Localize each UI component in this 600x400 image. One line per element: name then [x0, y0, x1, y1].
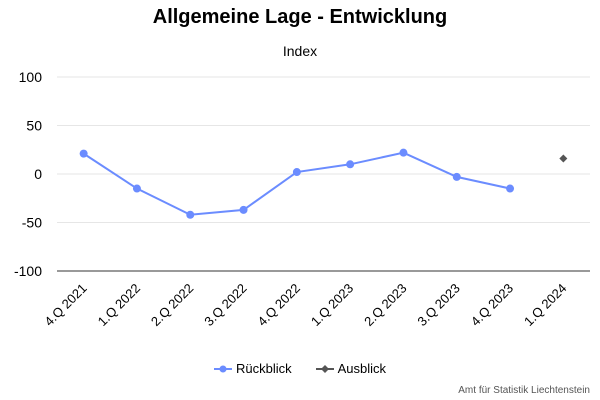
- data-point[interactable]: [452, 172, 461, 181]
- x-tick-label: 4.Q 2021: [41, 281, 89, 329]
- legend-label: Ausblick: [337, 361, 387, 376]
- x-tick-label: 2.Q 2022: [148, 281, 196, 329]
- chart-subtitle: Index: [282, 43, 318, 59]
- data-point[interactable]: [292, 168, 301, 177]
- series-layer: [79, 148, 568, 219]
- data-point[interactable]: [506, 184, 515, 193]
- x-axis-ticks: 4.Q 2021 1.Q 2022 2.Q 2022 3.Q 2022 4.Q 2022…: [41, 281, 569, 329]
- legend: Rückblick Ausblick: [0, 361, 600, 376]
- circle-marker-icon: [213, 365, 232, 372]
- x-tick-label: 4.Q 2022: [255, 281, 303, 329]
- y-tick-label: 100: [19, 69, 43, 85]
- grid-lines: [57, 76, 590, 272]
- data-point[interactable]: [132, 184, 141, 193]
- data-point[interactable]: [79, 149, 88, 158]
- x-tick-label: 3.Q 2023: [414, 281, 462, 329]
- data-point[interactable]: [399, 148, 408, 157]
- x-tick-label: 1.Q 2022: [95, 281, 143, 329]
- y-tick-label: -50: [22, 215, 42, 231]
- y-axis-ticks: 100 50 0 -50 -100: [14, 69, 42, 279]
- x-tick-label: 1.Q 2024: [521, 281, 569, 329]
- legend-label: Rückblick: [235, 361, 292, 376]
- diamond-marker-icon: [315, 364, 334, 373]
- x-tick-label: 4.Q 2023: [468, 281, 516, 329]
- y-tick-label: 0: [34, 166, 42, 182]
- series-1: [559, 154, 568, 163]
- data-point[interactable]: [239, 205, 248, 214]
- data-point[interactable]: [346, 160, 355, 169]
- series-line: [83, 151, 511, 216]
- x-tick-label: 2.Q 2023: [361, 281, 409, 329]
- data-point[interactable]: [186, 210, 195, 219]
- x-tick-label: 1.Q 2023: [308, 281, 356, 329]
- chart-title: Allgemeine Lage - Entwicklung: [152, 6, 448, 28]
- y-tick-label: -100: [14, 263, 42, 279]
- y-tick-label: 50: [26, 118, 42, 134]
- x-tick-label: 3.Q 2022: [201, 281, 249, 329]
- data-point[interactable]: [559, 154, 568, 163]
- series-0: [79, 148, 515, 219]
- credits: Amt für Statistik Liechtenstein: [458, 385, 590, 396]
- legend-item-rueckblick[interactable]: Rückblick: [213, 361, 292, 376]
- legend-item-ausblick[interactable]: Ausblick: [315, 361, 387, 376]
